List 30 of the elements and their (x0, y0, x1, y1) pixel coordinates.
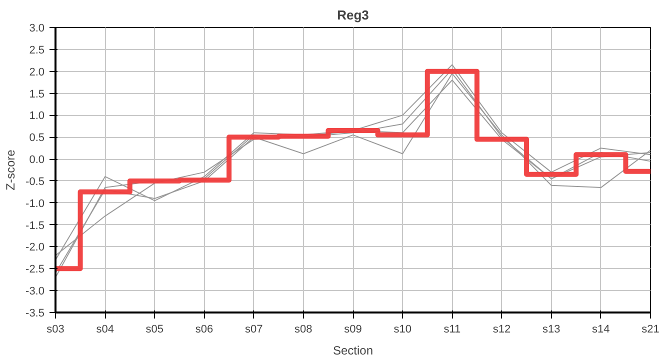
y-tick-label: 1.5 (29, 88, 45, 100)
x-tick-label: s21 (642, 324, 660, 336)
y-tick-label: 2.5 (29, 44, 45, 56)
x-tick-label: s14 (592, 324, 610, 336)
y-tick-label: 3.0 (29, 22, 45, 34)
x-tick-label: s03 (46, 324, 64, 336)
y-tick-label: 2.0 (29, 66, 45, 78)
y-tick-label: -2.0 (26, 242, 45, 254)
y-tick-label: -1.0 (26, 198, 45, 210)
y-tick-label: -0.5 (26, 176, 45, 188)
x-tick-label: s07 (244, 324, 263, 336)
chart-title: Reg3 (337, 8, 369, 22)
x-tick-label: s12 (492, 324, 511, 336)
x-tick-label: s06 (195, 324, 214, 336)
x-tick-label: s05 (146, 324, 164, 336)
x-tick-label: s09 (344, 324, 362, 336)
x-tick-label: s04 (96, 324, 114, 336)
x-axis-title: Section (332, 344, 374, 358)
y-tick-label: -3.0 (26, 286, 45, 298)
y-tick-label: 0.5 (29, 132, 45, 144)
x-tick-label: s08 (294, 324, 312, 336)
y-tick-label: -1.5 (26, 220, 45, 232)
y-tick-label: 1.0 (29, 110, 45, 122)
y-tick-label: 0.0 (29, 154, 45, 166)
x-tick-label: s13 (542, 324, 560, 336)
y-tick-label: -3.5 (26, 308, 45, 320)
x-tick-label: s11 (444, 324, 461, 336)
y-tick-label: -2.5 (26, 264, 45, 276)
y-axis-title: Z-score (4, 149, 18, 190)
x-tick-label: s10 (394, 324, 412, 336)
